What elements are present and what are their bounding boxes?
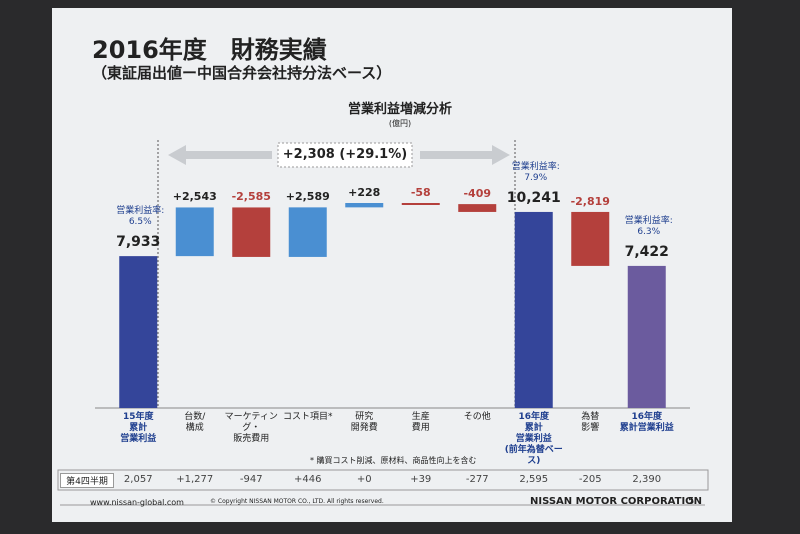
- change-label: +2,308 (+29.1%): [282, 147, 408, 162]
- x-tick-label: 16年度 累計営業利益: [619, 412, 674, 433]
- x-tick-label: 生産 費用: [411, 412, 430, 433]
- q4-value: +1,277: [176, 474, 214, 485]
- value-label: -2,585: [231, 190, 271, 204]
- footer-copyright: © Copyright NISSAN MOTOR CO., LTD. All r…: [210, 498, 384, 505]
- slide-subtitle: （東証届出値ー中国合弁会社持分法ベース）: [92, 64, 392, 82]
- arrow: [168, 145, 272, 165]
- value-label: +2,589: [285, 190, 330, 204]
- value-label: +228: [348, 186, 381, 199]
- unit: (億円): [388, 119, 412, 128]
- footer-company: NISSAN MOTOR CORPORATION: [530, 496, 703, 507]
- q4-row-box: [57, 469, 709, 491]
- bar: [232, 207, 271, 257]
- slide: [52, 8, 732, 522]
- margin-label: 営業利益率: 6.5%: [116, 206, 165, 228]
- value-label: 7,422: [624, 243, 669, 260]
- q4-value: -205: [578, 474, 602, 485]
- footnote: * 購買コスト削減、原材料、商品性向上を含む: [310, 456, 477, 465]
- q4-label: 第4四半期: [60, 473, 114, 488]
- slide-title: 2016年度 財務実績: [92, 36, 327, 64]
- x-tick-label: コスト項目*: [282, 412, 333, 422]
- bar: [345, 203, 384, 208]
- arrow: [420, 145, 510, 165]
- q4-value: -277: [465, 474, 489, 485]
- value-label: -58: [410, 186, 431, 199]
- x-tick-label: 為替 影響: [581, 412, 600, 433]
- change-box: [277, 142, 413, 168]
- q4-value: 2,390: [632, 474, 662, 485]
- footer-url: www.nissan-global.com: [90, 498, 184, 507]
- x-tick-label: 15年度 累計 営業利益: [120, 412, 157, 444]
- bar: [175, 207, 214, 257]
- bar: [119, 256, 158, 408]
- margin-label: 営業利益率: 6.3%: [624, 215, 673, 237]
- bar: [627, 265, 666, 408]
- q4-value: 2,595: [519, 474, 549, 485]
- bar: [288, 207, 327, 257]
- x-tick-label: その他: [463, 412, 491, 422]
- x-tick-label: 台数/ 構成: [184, 412, 206, 433]
- chart-title: 営業利益増減分析: [347, 102, 452, 117]
- x-tick-label: マーケティング・ 販売費用: [224, 412, 278, 444]
- bar: [514, 211, 553, 408]
- page-number: 5: [688, 496, 695, 507]
- q4-value: +39: [410, 474, 432, 485]
- value-label: 7,933: [116, 234, 161, 251]
- q4-value: 2,057: [123, 474, 153, 485]
- q4-value: +446: [294, 474, 322, 485]
- q4-value: +0: [356, 474, 372, 485]
- x-tick-label: 16年度 累計 営業利益 (前年為替ベース): [504, 412, 563, 466]
- value-label: +2,543: [172, 190, 217, 204]
- bar: [458, 204, 497, 212]
- value-label: 10,241: [506, 189, 561, 206]
- bar: [401, 203, 440, 205]
- q4-value: -947: [239, 474, 263, 485]
- x-tick-label: 研究 開発費: [350, 412, 378, 433]
- bar: [571, 211, 610, 266]
- value-label: -2,819: [570, 194, 610, 208]
- value-label: -409: [463, 187, 492, 201]
- margin-label: 営業利益率: 7.9%: [511, 161, 560, 183]
